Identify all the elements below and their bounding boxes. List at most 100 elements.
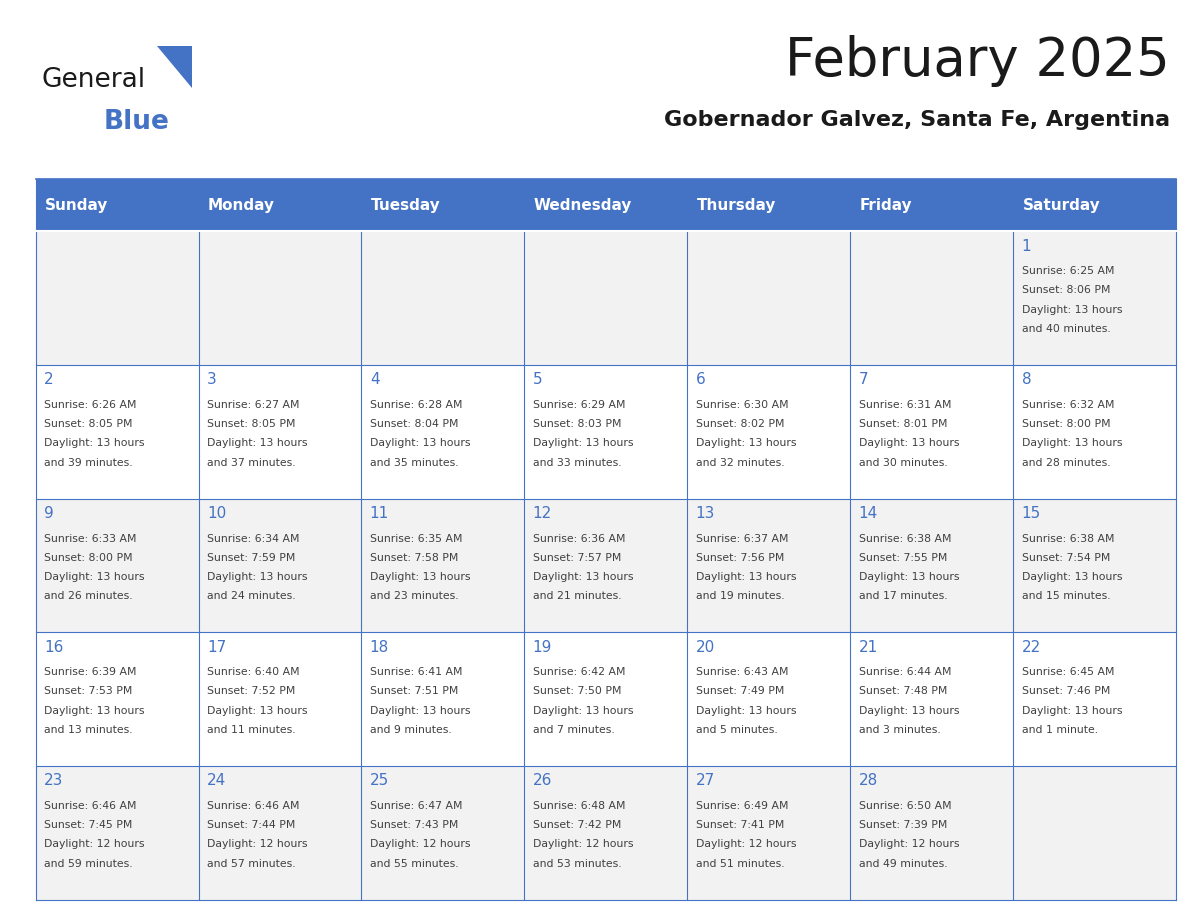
Text: Sunset: 8:00 PM: Sunset: 8:00 PM bbox=[44, 553, 133, 563]
Text: Sunrise: 6:30 AM: Sunrise: 6:30 AM bbox=[696, 400, 789, 409]
Text: Daylight: 13 hours: Daylight: 13 hours bbox=[207, 706, 308, 716]
Text: Saturday: Saturday bbox=[1023, 197, 1100, 213]
Text: and 9 minutes.: and 9 minutes. bbox=[369, 725, 451, 735]
Text: Sunset: 7:44 PM: Sunset: 7:44 PM bbox=[207, 820, 296, 830]
Text: and 40 minutes.: and 40 minutes. bbox=[1022, 324, 1111, 334]
Text: Daylight: 13 hours: Daylight: 13 hours bbox=[369, 439, 470, 448]
Text: 5: 5 bbox=[532, 373, 543, 387]
Text: 23: 23 bbox=[44, 773, 63, 789]
Text: February 2025: February 2025 bbox=[785, 35, 1170, 87]
Text: 20: 20 bbox=[696, 640, 715, 655]
Text: Sunrise: 6:34 AM: Sunrise: 6:34 AM bbox=[207, 533, 299, 543]
Text: and 15 minutes.: and 15 minutes. bbox=[1022, 591, 1110, 601]
Text: Daylight: 13 hours: Daylight: 13 hours bbox=[369, 572, 470, 582]
Text: and 24 minutes.: and 24 minutes. bbox=[207, 591, 296, 601]
Text: Monday: Monday bbox=[208, 197, 276, 213]
Text: 27: 27 bbox=[696, 773, 715, 789]
Text: Sunset: 7:41 PM: Sunset: 7:41 PM bbox=[696, 820, 784, 830]
Text: Daylight: 13 hours: Daylight: 13 hours bbox=[44, 439, 145, 448]
Text: Sunset: 7:39 PM: Sunset: 7:39 PM bbox=[859, 820, 947, 830]
Text: Sunset: 8:03 PM: Sunset: 8:03 PM bbox=[532, 420, 621, 429]
Text: Sunrise: 6:46 AM: Sunrise: 6:46 AM bbox=[44, 800, 137, 811]
Text: Sunset: 8:01 PM: Sunset: 8:01 PM bbox=[859, 420, 947, 429]
Text: Sunrise: 6:46 AM: Sunrise: 6:46 AM bbox=[207, 800, 299, 811]
Text: Sunrise: 6:36 AM: Sunrise: 6:36 AM bbox=[532, 533, 625, 543]
Text: and 23 minutes.: and 23 minutes. bbox=[369, 591, 459, 601]
Text: 9: 9 bbox=[44, 506, 53, 521]
Text: Daylight: 13 hours: Daylight: 13 hours bbox=[859, 706, 959, 716]
Text: Wednesday: Wednesday bbox=[533, 197, 632, 213]
Text: Daylight: 13 hours: Daylight: 13 hours bbox=[696, 439, 796, 448]
Text: Sunrise: 6:38 AM: Sunrise: 6:38 AM bbox=[859, 533, 952, 543]
Text: Sunset: 7:53 PM: Sunset: 7:53 PM bbox=[44, 687, 132, 697]
Text: Sunrise: 6:43 AM: Sunrise: 6:43 AM bbox=[696, 667, 788, 677]
Text: Tuesday: Tuesday bbox=[371, 197, 441, 213]
Text: Sunset: 8:06 PM: Sunset: 8:06 PM bbox=[1022, 285, 1110, 296]
Text: Sunset: 7:43 PM: Sunset: 7:43 PM bbox=[369, 820, 459, 830]
Text: 21: 21 bbox=[859, 640, 878, 655]
Text: and 17 minutes.: and 17 minutes. bbox=[859, 591, 947, 601]
Text: Sunset: 7:46 PM: Sunset: 7:46 PM bbox=[1022, 687, 1110, 697]
Text: 11: 11 bbox=[369, 506, 388, 521]
Text: Sunset: 7:50 PM: Sunset: 7:50 PM bbox=[532, 687, 621, 697]
Text: Sunset: 7:49 PM: Sunset: 7:49 PM bbox=[696, 687, 784, 697]
Bar bbox=[36, 231, 1176, 365]
Text: Daylight: 13 hours: Daylight: 13 hours bbox=[1022, 572, 1121, 582]
Text: 12: 12 bbox=[532, 506, 552, 521]
Text: 2: 2 bbox=[44, 373, 53, 387]
Text: and 32 minutes.: and 32 minutes. bbox=[696, 458, 784, 467]
Bar bbox=[36, 365, 1176, 498]
Text: 28: 28 bbox=[859, 773, 878, 789]
Text: 16: 16 bbox=[44, 640, 63, 655]
Text: Sunrise: 6:25 AM: Sunrise: 6:25 AM bbox=[1022, 266, 1114, 276]
Text: 8: 8 bbox=[1022, 373, 1031, 387]
Text: Sunset: 7:48 PM: Sunset: 7:48 PM bbox=[859, 687, 947, 697]
Text: Sunrise: 6:44 AM: Sunrise: 6:44 AM bbox=[859, 667, 952, 677]
Text: Sunrise: 6:49 AM: Sunrise: 6:49 AM bbox=[696, 800, 788, 811]
Text: Sunrise: 6:31 AM: Sunrise: 6:31 AM bbox=[859, 400, 952, 409]
Text: and 28 minutes.: and 28 minutes. bbox=[1022, 458, 1110, 467]
Text: Sunrise: 6:45 AM: Sunrise: 6:45 AM bbox=[1022, 667, 1114, 677]
Text: and 1 minute.: and 1 minute. bbox=[1022, 725, 1098, 735]
Text: 19: 19 bbox=[532, 640, 552, 655]
Text: Sunrise: 6:29 AM: Sunrise: 6:29 AM bbox=[532, 400, 625, 409]
Text: 24: 24 bbox=[207, 773, 226, 789]
Text: General: General bbox=[42, 67, 146, 94]
Text: 7: 7 bbox=[859, 373, 868, 387]
Text: Sunrise: 6:42 AM: Sunrise: 6:42 AM bbox=[532, 667, 625, 677]
Text: Sunrise: 6:47 AM: Sunrise: 6:47 AM bbox=[369, 800, 462, 811]
Text: Sunset: 8:05 PM: Sunset: 8:05 PM bbox=[207, 420, 296, 429]
Text: Daylight: 13 hours: Daylight: 13 hours bbox=[44, 572, 145, 582]
Text: Sunrise: 6:33 AM: Sunrise: 6:33 AM bbox=[44, 533, 137, 543]
Text: Sunset: 7:59 PM: Sunset: 7:59 PM bbox=[207, 553, 296, 563]
Text: Sunrise: 6:50 AM: Sunrise: 6:50 AM bbox=[859, 800, 952, 811]
Text: Sunset: 7:54 PM: Sunset: 7:54 PM bbox=[1022, 553, 1110, 563]
Text: Sunset: 7:55 PM: Sunset: 7:55 PM bbox=[859, 553, 947, 563]
Text: Gobernador Galvez, Santa Fe, Argentina: Gobernador Galvez, Santa Fe, Argentina bbox=[664, 110, 1170, 130]
Text: Sunrise: 6:37 AM: Sunrise: 6:37 AM bbox=[696, 533, 788, 543]
Text: 1: 1 bbox=[1022, 239, 1031, 253]
Text: Daylight: 13 hours: Daylight: 13 hours bbox=[207, 572, 308, 582]
Bar bbox=[36, 179, 1176, 231]
Text: Sunrise: 6:28 AM: Sunrise: 6:28 AM bbox=[369, 400, 462, 409]
Text: Sunrise: 6:32 AM: Sunrise: 6:32 AM bbox=[1022, 400, 1114, 409]
Text: Daylight: 12 hours: Daylight: 12 hours bbox=[369, 839, 470, 849]
Text: Daylight: 13 hours: Daylight: 13 hours bbox=[1022, 305, 1121, 315]
Text: and 57 minutes.: and 57 minutes. bbox=[207, 858, 296, 868]
Text: Sunset: 7:56 PM: Sunset: 7:56 PM bbox=[696, 553, 784, 563]
Text: Sunrise: 6:35 AM: Sunrise: 6:35 AM bbox=[369, 533, 462, 543]
Text: Sunrise: 6:27 AM: Sunrise: 6:27 AM bbox=[207, 400, 299, 409]
Text: Daylight: 13 hours: Daylight: 13 hours bbox=[859, 572, 959, 582]
Text: Daylight: 13 hours: Daylight: 13 hours bbox=[859, 439, 959, 448]
Bar bbox=[36, 766, 1176, 900]
Text: Thursday: Thursday bbox=[697, 197, 776, 213]
Text: Daylight: 13 hours: Daylight: 13 hours bbox=[532, 706, 633, 716]
Text: 10: 10 bbox=[207, 506, 226, 521]
Text: Sunrise: 6:41 AM: Sunrise: 6:41 AM bbox=[369, 667, 462, 677]
Text: Sunset: 7:57 PM: Sunset: 7:57 PM bbox=[532, 553, 621, 563]
Text: Daylight: 13 hours: Daylight: 13 hours bbox=[532, 439, 633, 448]
Text: 14: 14 bbox=[859, 506, 878, 521]
Text: and 59 minutes.: and 59 minutes. bbox=[44, 858, 133, 868]
Text: and 35 minutes.: and 35 minutes. bbox=[369, 458, 459, 467]
Text: 4: 4 bbox=[369, 373, 379, 387]
